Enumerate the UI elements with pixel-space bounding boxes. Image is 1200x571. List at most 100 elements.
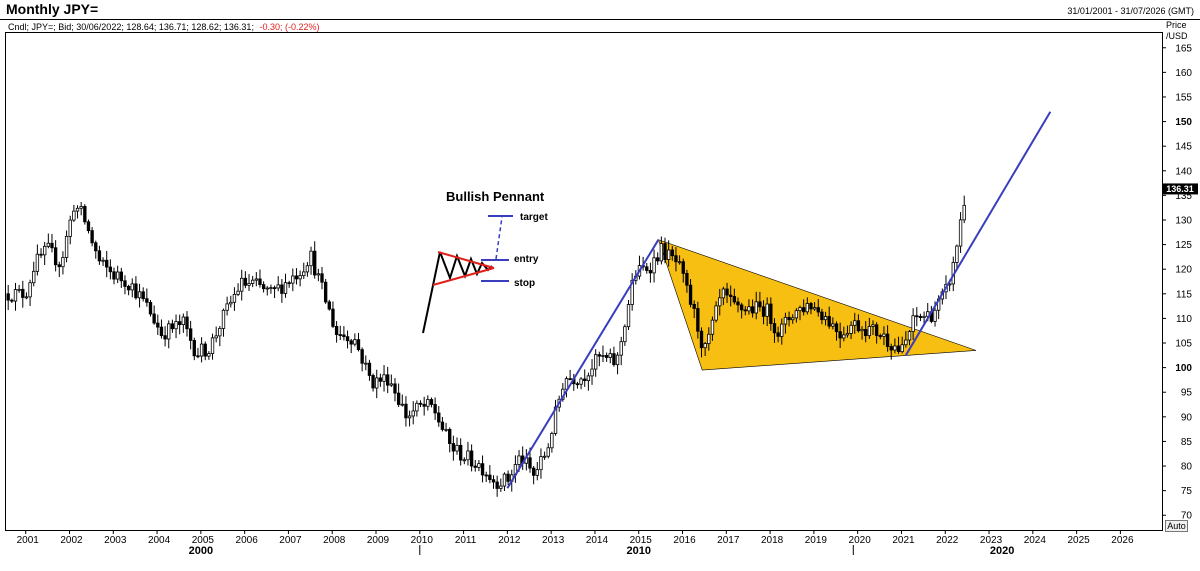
candle bbox=[382, 365, 386, 392]
pennant-triangle bbox=[657, 239, 977, 371]
candle bbox=[444, 422, 448, 432]
candle bbox=[272, 285, 277, 299]
candle bbox=[196, 347, 200, 359]
candle bbox=[115, 265, 120, 284]
candle bbox=[291, 268, 295, 292]
x-tick-label: 2024 bbox=[1024, 535, 1047, 546]
inset-target-label: target bbox=[520, 212, 548, 223]
candle bbox=[64, 230, 69, 263]
x-tick-label: 2005 bbox=[192, 535, 215, 546]
candle bbox=[429, 397, 434, 408]
x-tick-label: 2007 bbox=[279, 535, 302, 546]
y-tick-label: 90 bbox=[1181, 412, 1193, 423]
candle bbox=[188, 320, 193, 350]
y-tick-label: 165 bbox=[1175, 43, 1192, 54]
candle bbox=[101, 257, 105, 266]
x-tick-label: 2026 bbox=[1111, 535, 1134, 546]
candle bbox=[17, 284, 21, 293]
candle bbox=[699, 327, 704, 358]
auto-scale-button[interactable]: Auto bbox=[1165, 520, 1188, 532]
candle bbox=[134, 276, 138, 300]
x-tick-label: 2003 bbox=[104, 535, 127, 546]
candle bbox=[885, 325, 890, 352]
candle bbox=[426, 395, 430, 411]
x-tick-label: 2006 bbox=[236, 535, 259, 546]
candle bbox=[521, 446, 525, 471]
candle bbox=[302, 262, 306, 279]
candle bbox=[853, 312, 857, 334]
candle bbox=[506, 470, 510, 485]
candle bbox=[579, 377, 583, 390]
candle bbox=[68, 215, 72, 245]
candle bbox=[112, 267, 116, 285]
candle bbox=[316, 268, 321, 282]
y-tick-label: 135 bbox=[1175, 191, 1192, 202]
candle bbox=[79, 202, 83, 216]
candle bbox=[663, 237, 667, 264]
candle bbox=[236, 283, 240, 297]
candle bbox=[199, 337, 204, 363]
candle bbox=[393, 378, 397, 402]
x-major-label: 2000 bbox=[189, 545, 213, 557]
candle bbox=[232, 287, 237, 311]
candle bbox=[123, 275, 127, 295]
candle bbox=[90, 227, 94, 247]
candle bbox=[105, 250, 109, 278]
candle bbox=[210, 333, 215, 360]
candle bbox=[250, 275, 255, 288]
candle bbox=[619, 336, 623, 366]
candle bbox=[761, 300, 766, 325]
candle bbox=[480, 455, 485, 483]
candle bbox=[327, 299, 331, 311]
candle bbox=[915, 307, 919, 327]
candle bbox=[871, 320, 875, 336]
candle bbox=[488, 465, 492, 484]
candle bbox=[152, 305, 156, 325]
candle bbox=[484, 471, 488, 483]
candle bbox=[812, 302, 817, 311]
candle bbox=[247, 274, 251, 291]
candle bbox=[378, 373, 383, 387]
candle bbox=[491, 475, 496, 489]
inset-title: Bullish Pennant bbox=[446, 189, 545, 204]
candle bbox=[53, 240, 58, 272]
candle bbox=[364, 355, 368, 371]
candle bbox=[692, 300, 696, 319]
y-tick-label: 115 bbox=[1176, 289, 1192, 300]
candle bbox=[495, 475, 499, 497]
x-major-label: 2020 bbox=[990, 545, 1014, 557]
candle bbox=[743, 306, 747, 316]
candle bbox=[214, 326, 218, 343]
candle bbox=[462, 457, 466, 465]
candle bbox=[809, 301, 813, 315]
price-axis-label: Price bbox=[1166, 20, 1187, 30]
candle bbox=[736, 297, 740, 313]
candle bbox=[280, 278, 284, 303]
candle bbox=[455, 437, 459, 455]
candle bbox=[108, 259, 113, 280]
candle bbox=[75, 205, 80, 219]
candle bbox=[283, 273, 288, 298]
uptrend-line bbox=[506, 239, 660, 489]
candle bbox=[345, 330, 350, 349]
current-price-tag: 136.31 bbox=[1163, 183, 1198, 195]
candle bbox=[185, 311, 189, 337]
candle bbox=[97, 245, 102, 265]
candle bbox=[845, 325, 850, 338]
ohlc-info: Cndl; JPY=; Bid; 30/06/2022; 128.64; 136… bbox=[8, 22, 320, 32]
candle bbox=[207, 351, 211, 360]
candle bbox=[254, 272, 258, 287]
candle bbox=[466, 441, 470, 466]
candle bbox=[32, 261, 36, 287]
candle bbox=[440, 416, 445, 432]
candle bbox=[473, 460, 477, 472]
date-range: 31/01/2001 - 31/07/2026 (GMT) bbox=[1067, 6, 1194, 16]
candle bbox=[192, 337, 196, 361]
candle bbox=[681, 258, 685, 283]
candle bbox=[94, 240, 98, 259]
candle bbox=[218, 325, 222, 347]
candle bbox=[349, 338, 353, 354]
candle bbox=[174, 314, 178, 339]
candle bbox=[141, 287, 145, 302]
candle bbox=[10, 298, 14, 304]
